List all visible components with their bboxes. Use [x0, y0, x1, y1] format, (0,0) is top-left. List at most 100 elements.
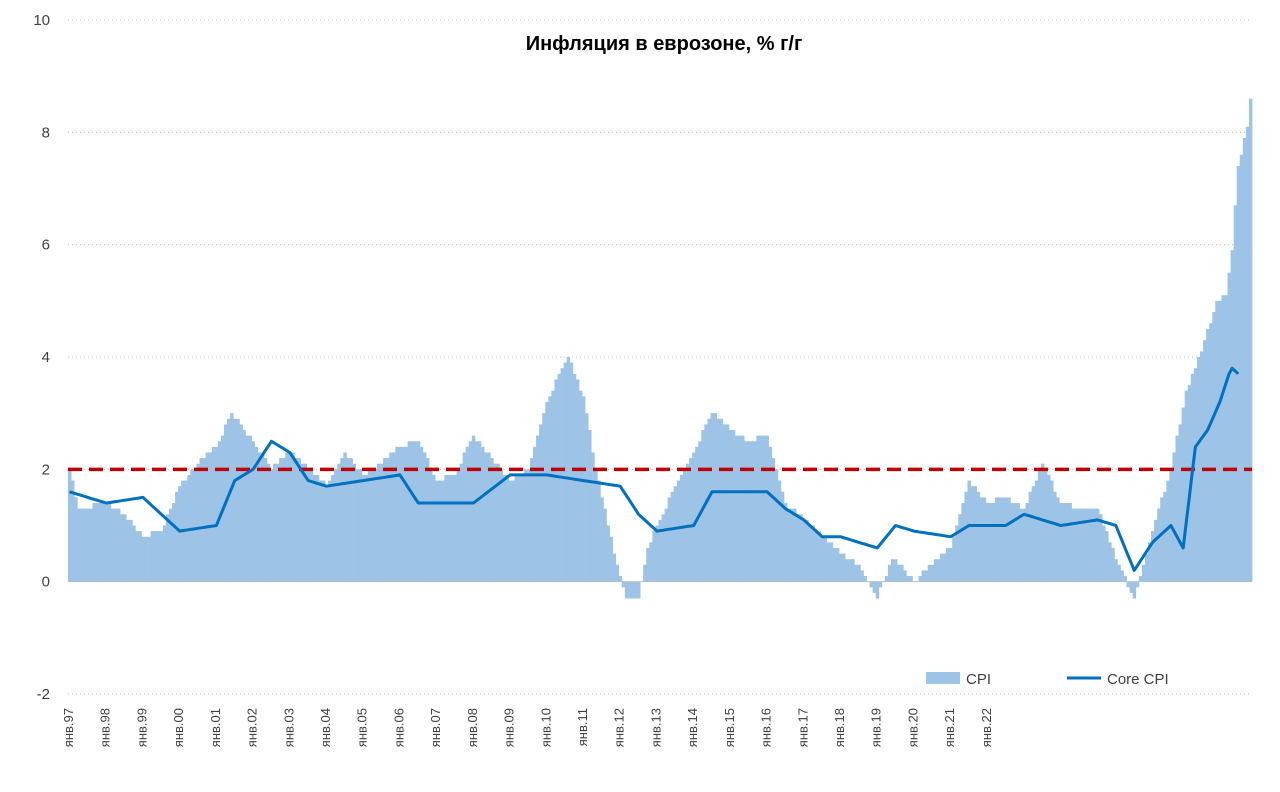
cpi-bar — [422, 452, 427, 582]
cpi-bar — [970, 486, 974, 582]
cpi-bar — [609, 536, 613, 582]
cpi-bar — [851, 559, 855, 582]
x-tick-label: янв.97 — [61, 708, 76, 747]
cpi-bar — [942, 553, 947, 582]
cpi-bar — [618, 576, 623, 582]
cpi-bar — [178, 486, 182, 582]
cpi-bar — [340, 458, 344, 582]
x-tick-label: янв.01 — [208, 708, 223, 747]
legend-cpi-label: CPI — [966, 671, 991, 688]
cpi-bar — [887, 564, 892, 582]
cpi-bar — [976, 491, 981, 582]
cpi-bar — [481, 446, 485, 582]
cpi-bar — [1239, 154, 1244, 582]
cpi-bar — [193, 469, 197, 582]
cpi-bar — [1245, 126, 1250, 582]
cpi-bar — [288, 452, 292, 582]
x-tick-label: янв.11 — [575, 708, 590, 746]
cpi-bar — [459, 463, 464, 582]
cpi-bar — [1163, 491, 1167, 582]
cpi-bar — [438, 480, 442, 582]
cpi-bar — [1089, 508, 1094, 582]
cpi-bar — [1206, 328, 1210, 582]
cpi-bar — [395, 446, 399, 582]
cpi-bar — [741, 435, 745, 582]
cpi-bar — [900, 564, 904, 582]
cpi-bar — [991, 503, 996, 582]
cpi-bar — [829, 542, 834, 582]
cpi-bar — [343, 452, 347, 582]
cpi-bar — [468, 441, 473, 582]
cpi-bar — [958, 514, 962, 582]
cpi-bar — [1166, 480, 1170, 582]
x-tick-label: янв.10 — [538, 708, 553, 747]
cpi-bars — [68, 98, 1253, 599]
cpi-bar — [508, 480, 513, 582]
cpi-bar — [734, 435, 739, 582]
cpi-bar — [1123, 576, 1127, 582]
cpi-bar — [921, 570, 926, 582]
cpi-bar — [786, 508, 791, 582]
cpi-bar — [407, 441, 412, 582]
cpi-bar — [554, 379, 558, 582]
cpi-bar — [1132, 581, 1137, 599]
cpi-bar — [410, 441, 415, 582]
cpi-bar — [465, 446, 470, 582]
cpi-bar — [805, 519, 809, 582]
cpi-bar — [1120, 570, 1124, 582]
cpi-bar — [1056, 497, 1060, 582]
cpi-bar — [762, 435, 766, 582]
cpi-bar — [432, 474, 436, 582]
cpi-bar — [389, 452, 393, 582]
x-tick-label: янв.09 — [502, 708, 517, 747]
cpi-bar — [878, 581, 883, 588]
cpi-bar — [695, 446, 699, 582]
cpi-bar — [875, 581, 880, 599]
cpi-bar — [1047, 474, 1051, 582]
cpi-bar — [1193, 368, 1198, 582]
cpi-bar — [860, 570, 864, 582]
cpi-bar — [676, 480, 681, 582]
x-tick-label: янв.03 — [281, 708, 296, 747]
cpi-bar — [435, 480, 439, 582]
cpi-bar — [1138, 576, 1143, 582]
cpi-bar — [854, 564, 858, 582]
cpi-bar — [456, 469, 461, 582]
x-tick-label: янв.18 — [832, 708, 847, 747]
cpi-bar — [285, 452, 289, 582]
y-tick-label: 10 — [33, 12, 50, 29]
cpi-bar — [1126, 581, 1131, 588]
cpi-bar — [661, 514, 665, 582]
cpi-bar — [312, 474, 317, 582]
cpi-bar — [361, 474, 366, 582]
cpi-bar — [533, 446, 537, 582]
legend-cpi-swatch — [926, 672, 960, 684]
cpi-bar — [777, 480, 782, 582]
cpi-bar — [392, 452, 396, 582]
cpi-bar — [1059, 503, 1063, 582]
cpi-bar — [1068, 503, 1072, 582]
cpi-bar — [328, 480, 332, 582]
cpi-bar — [658, 519, 662, 582]
cpi-bar — [450, 474, 454, 582]
cpi-bar — [845, 559, 849, 582]
cpi-bar — [1095, 508, 1100, 582]
cpi-bar — [413, 441, 418, 582]
cpi-bar — [979, 497, 984, 582]
cpi-bar — [597, 480, 601, 582]
cpi-bar — [1129, 581, 1134, 593]
cpi-bar — [208, 452, 213, 582]
cpi-bar — [939, 553, 944, 582]
cpi-bar — [1010, 503, 1014, 582]
cpi-bar — [624, 581, 629, 599]
cpi-bar — [129, 519, 133, 582]
cpi-bar — [633, 581, 638, 599]
cpi-bar — [1053, 491, 1057, 582]
cpi-bar — [551, 390, 555, 582]
cpi-bar — [337, 463, 341, 582]
cpi-bar — [303, 463, 308, 582]
x-tick-label: янв.08 — [465, 708, 480, 747]
cpi-bar — [297, 458, 301, 582]
cpi-bar — [588, 430, 592, 582]
cpi-bar — [1031, 486, 1036, 582]
